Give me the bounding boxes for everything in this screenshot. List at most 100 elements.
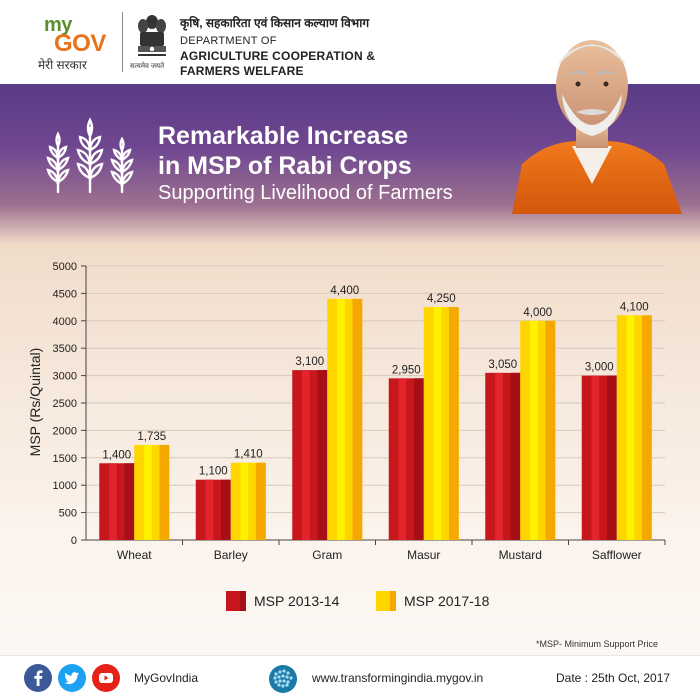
bar-shade	[124, 463, 135, 540]
bar-safflower-series-1	[581, 375, 617, 540]
legend-item-1: MSP 2013-14	[226, 591, 340, 611]
bar-masur-series-2	[423, 307, 459, 540]
website-link[interactable]: www.transformingindia.mygov.in	[312, 671, 484, 685]
x-tick-label: Safflower	[592, 548, 642, 562]
x-tick-label: Gram	[312, 548, 342, 562]
bar-shade	[545, 320, 556, 540]
bar-shade	[606, 375, 617, 540]
bar-gram-series-1	[292, 370, 328, 540]
y-tick-label: 3500	[53, 343, 77, 355]
bar-gram-series-2	[327, 298, 363, 540]
data-label: 2,950	[392, 364, 421, 376]
bar-shade	[220, 479, 231, 540]
footer: MyGovIndia www.transformingindia.mygov.i…	[0, 655, 700, 700]
bar-highlight	[433, 307, 442, 540]
facebook-icon[interactable]	[24, 664, 52, 692]
mygov-logo[interactable]: my GOV मेरी सरकार	[38, 14, 108, 72]
grid-lines	[86, 265, 665, 514]
y-tick-label: 0	[71, 535, 77, 547]
portrait-image	[512, 40, 682, 214]
bar-shade	[317, 370, 328, 540]
globe-icon	[269, 665, 297, 693]
bar-highlight	[495, 372, 503, 540]
bar-wheat-series-1	[99, 463, 135, 540]
youtube-icon[interactable]	[92, 664, 120, 692]
bar-highlight	[109, 463, 117, 540]
data-label: 1,400	[102, 449, 131, 461]
y-axis-label: MSP (Rs/Quintal)	[27, 348, 43, 457]
data-label: 3,050	[488, 359, 517, 371]
bar-highlight	[240, 462, 249, 540]
y-tick-label: 1000	[53, 480, 77, 492]
bar-shade	[448, 307, 459, 540]
legend: MSP 2013-14 MSP 2017-18	[226, 591, 490, 611]
legend-label: MSP 2017-18	[404, 593, 490, 609]
department-name: कृषि, सहकारिता एवं किसान कल्याण विभाग DE…	[180, 14, 420, 78]
data-label: 1,735	[137, 431, 166, 443]
logo-subtitle: मेरी सरकार	[38, 58, 87, 72]
bar-highlight	[530, 320, 538, 540]
bar-wheat-series-2	[134, 444, 170, 540]
twitter-icon[interactable]	[58, 664, 86, 692]
bar-highlight	[205, 479, 214, 540]
wheat-icon	[46, 117, 134, 194]
legend-label: MSP 2013-14	[254, 593, 340, 609]
data-labels: 1,400 1,735 1,100 1,410 3,100 4,400 2,950 4,250…	[102, 285, 648, 478]
x-tick-label: Wheat	[117, 548, 152, 562]
bar-mustard-series-2	[520, 320, 556, 540]
subtitle: Supporting Livelihood of Farmers	[158, 182, 453, 204]
data-label: 4,400	[330, 285, 359, 297]
y-tick-labels: 0 500 1000 1500 2000 2500 3000 3500 4000 4500 5000	[53, 261, 77, 547]
date-text: Date : 25th Oct, 2017	[556, 671, 671, 685]
y-tick-label: 2000	[53, 425, 77, 437]
dept-line-3: FARMERS WELFARE	[180, 64, 304, 78]
data-label: 3,100	[295, 356, 324, 368]
bar-highlight	[591, 375, 600, 540]
bar-shade	[510, 372, 521, 540]
dept-line-2: AGRICULTURE COOPERATION &	[180, 49, 376, 63]
bar-barley-series-1	[195, 479, 231, 540]
y-tick-label: 3000	[53, 371, 77, 383]
data-label: 4,250	[427, 293, 456, 305]
y-tick-label: 500	[59, 508, 77, 520]
social-handle[interactable]: MyGovIndia	[134, 671, 199, 685]
legend-item-2: MSP 2017-18	[376, 591, 490, 611]
header-divider	[122, 12, 123, 72]
y-tick-label: 4500	[53, 288, 77, 300]
legend-swatch-shade	[390, 591, 396, 611]
dept-line-1: DEPARTMENT OF	[180, 35, 277, 47]
bar-highlight	[302, 370, 310, 540]
title-line-1: Remarkable Increase	[158, 122, 409, 150]
logo-my-text: my	[44, 14, 72, 36]
legend-swatch-shade	[240, 591, 246, 611]
x-tick-label: Barley	[214, 548, 248, 562]
footnote: *MSP- Minimum Support Price	[536, 639, 659, 649]
bar-highlight	[337, 298, 345, 540]
data-label: 4,100	[620, 301, 649, 313]
y-tick-label: 1500	[53, 453, 77, 465]
bar-highlight	[398, 378, 407, 540]
y-tick-label: 4000	[53, 316, 77, 328]
x-tick-label: Masur	[407, 548, 440, 562]
bar-shade	[255, 462, 266, 540]
bar-barley-series-2	[230, 462, 266, 540]
y-tick-label: 2500	[53, 398, 77, 410]
bar-mustard-series-1	[485, 372, 521, 540]
data-label: 1,410	[234, 449, 263, 461]
bar-highlight	[144, 444, 152, 540]
bar-shade	[352, 298, 363, 540]
data-label: 3,000	[585, 362, 614, 374]
bar-highlight	[626, 315, 635, 540]
national-emblem-icon	[138, 15, 166, 56]
data-label: 1,100	[199, 466, 228, 478]
bar-shade	[641, 315, 652, 540]
bar-shade	[159, 444, 170, 540]
x-tick-labels: Wheat Barley Gram Masur Mustard Safflower	[117, 548, 642, 562]
logo-gov-text: GOV	[54, 30, 106, 57]
bar-safflower-series-2	[616, 315, 652, 540]
bars	[99, 298, 652, 540]
dept-hindi-name: कृषि, सहकारिता एवं किसान कल्याण विभाग	[180, 16, 370, 30]
data-label: 4,000	[523, 307, 552, 319]
y-tick-label: 5000	[53, 261, 77, 273]
